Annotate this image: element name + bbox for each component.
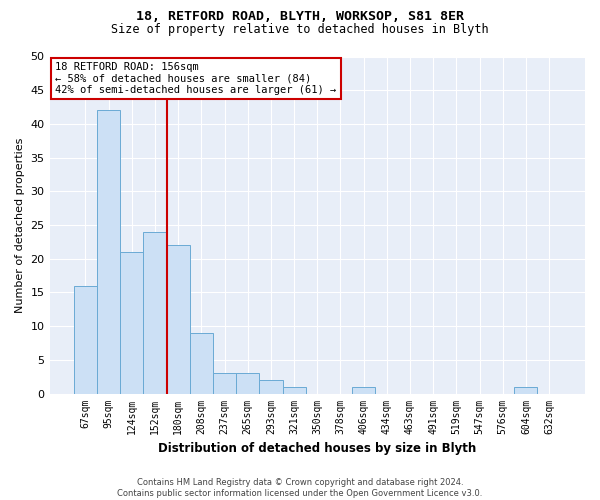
Bar bbox=[97, 110, 120, 394]
Bar bbox=[167, 246, 190, 394]
Bar bbox=[213, 374, 236, 394]
Text: 18 RETFORD ROAD: 156sqm
← 58% of detached houses are smaller (84)
42% of semi-de: 18 RETFORD ROAD: 156sqm ← 58% of detache… bbox=[55, 62, 337, 96]
Bar bbox=[120, 252, 143, 394]
Text: Contains HM Land Registry data © Crown copyright and database right 2024.
Contai: Contains HM Land Registry data © Crown c… bbox=[118, 478, 482, 498]
Bar bbox=[283, 387, 305, 394]
Bar bbox=[190, 333, 213, 394]
Bar bbox=[143, 232, 167, 394]
Text: Size of property relative to detached houses in Blyth: Size of property relative to detached ho… bbox=[111, 22, 489, 36]
X-axis label: Distribution of detached houses by size in Blyth: Distribution of detached houses by size … bbox=[158, 442, 476, 455]
Y-axis label: Number of detached properties: Number of detached properties bbox=[15, 138, 25, 312]
Bar bbox=[236, 374, 259, 394]
Bar bbox=[74, 286, 97, 394]
Bar bbox=[352, 387, 375, 394]
Bar bbox=[514, 387, 538, 394]
Bar bbox=[259, 380, 283, 394]
Text: 18, RETFORD ROAD, BLYTH, WORKSOP, S81 8ER: 18, RETFORD ROAD, BLYTH, WORKSOP, S81 8E… bbox=[136, 10, 464, 23]
